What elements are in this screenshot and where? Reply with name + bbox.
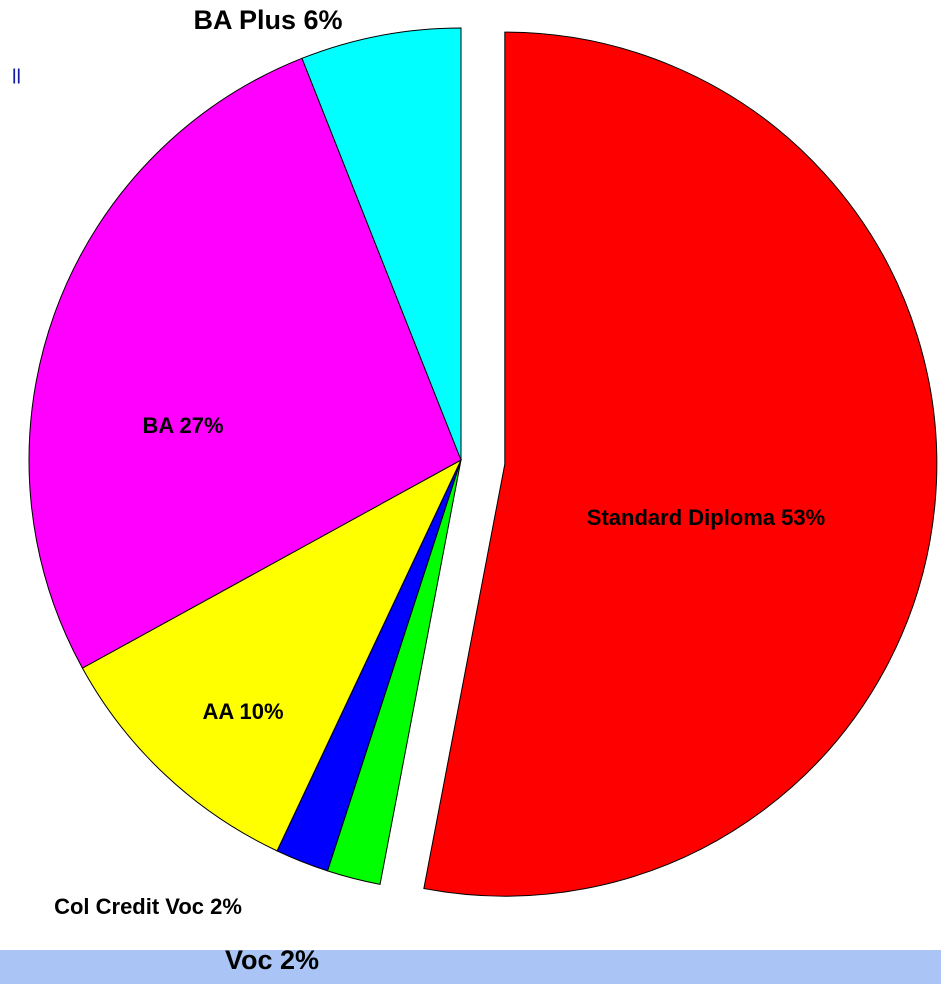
- slice-label: Col Credit Voc 2%: [54, 894, 242, 919]
- pie-slice: [28, 57, 462, 669]
- slice-label: BA Plus 6%: [193, 5, 342, 35]
- pie-slice: [423, 31, 938, 897]
- slice-label: Standard Diploma 53%: [587, 505, 825, 530]
- pie-slice: [81, 458, 463, 852]
- slice-label: Voc 2%: [225, 945, 319, 975]
- pie-slice: [301, 27, 462, 461]
- slice-label: BA 27%: [142, 413, 223, 438]
- header-fragment: ll: [12, 66, 21, 88]
- slice-label: AA 10%: [202, 699, 283, 724]
- footer-band: [0, 950, 941, 984]
